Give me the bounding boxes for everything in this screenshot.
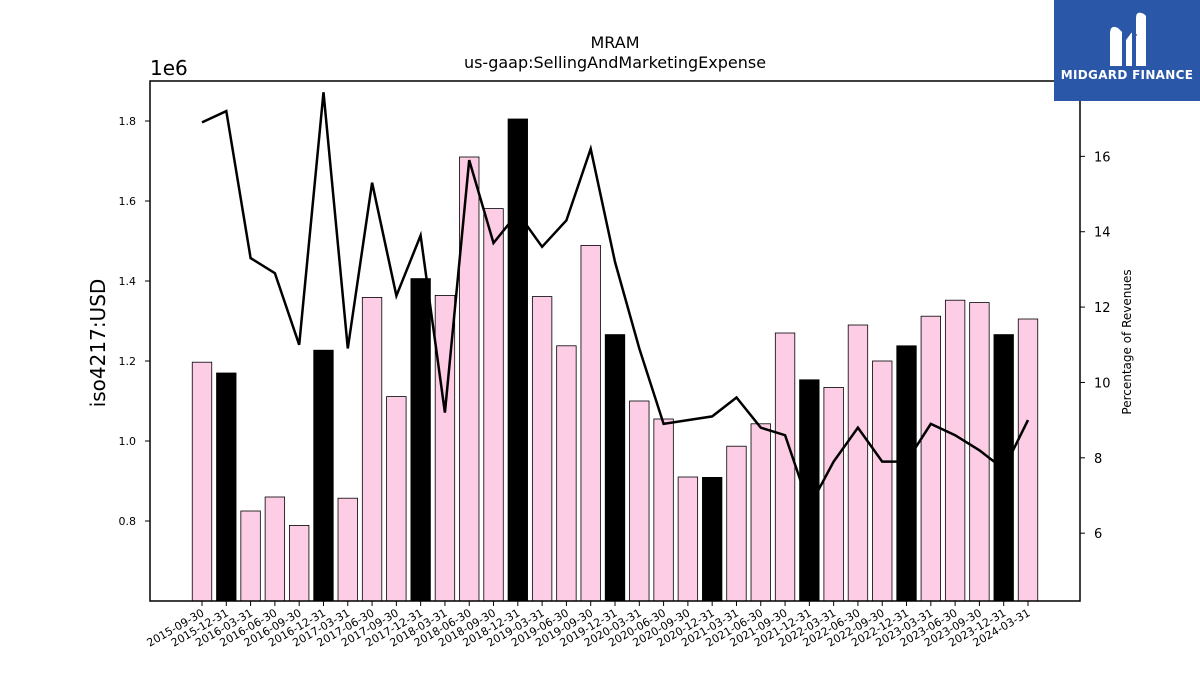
y-tick-label: 1.4 [119, 275, 137, 288]
bar [604, 334, 626, 602]
bar [1017, 318, 1039, 602]
bar [264, 496, 286, 602]
chart-subtitle: us-gaap:SellingAndMarketingExpense [464, 53, 766, 72]
bar [774, 332, 796, 602]
percentage-line [201, 92, 1030, 510]
bar [629, 400, 650, 602]
bar [483, 208, 504, 602]
y-axis-ticks: 0.8 1.0 1.2 1.4 1.6 1.8 [119, 115, 150, 528]
bar [726, 445, 747, 602]
y2-tick-label: 10 [1094, 376, 1111, 391]
y-axis-label: iso4217:USD [86, 279, 110, 408]
bar [386, 396, 407, 602]
bar [507, 118, 528, 602]
chart-title: MRAM [590, 33, 639, 52]
y2-tick-label: 12 [1094, 301, 1111, 316]
bar [702, 476, 723, 602]
y2-tick-label: 8 [1094, 452, 1102, 467]
y2-axis-ticks: 6 8 10 12 14 16 [1080, 150, 1111, 542]
bar [750, 423, 771, 602]
bar [289, 525, 310, 602]
logo-mark-icon [1110, 12, 1146, 67]
y2-tick-label: 16 [1094, 150, 1111, 165]
bar [410, 278, 431, 602]
bar [872, 360, 893, 602]
bar [896, 345, 917, 602]
bar [216, 372, 237, 602]
bar [313, 349, 334, 602]
bar [823, 386, 844, 602]
y-tick-label: 0.8 [119, 515, 137, 528]
y2-tick-label: 6 [1094, 527, 1102, 542]
y-tick-label: 1.6 [119, 195, 137, 208]
y-axis-offset-label: 1e6 [150, 56, 188, 80]
bar [361, 296, 383, 602]
bar [580, 244, 601, 602]
bar-series [191, 118, 1039, 602]
line-series [201, 92, 1030, 510]
bar [677, 476, 699, 602]
brand-logo: MIDGARD FINANCE [1054, 0, 1200, 101]
bar [556, 345, 577, 602]
bar [531, 296, 553, 602]
bar [920, 315, 941, 602]
logo-text: MIDGARD FINANCE [1060, 68, 1194, 82]
bar [240, 510, 261, 602]
bar [191, 361, 213, 602]
y-tick-label: 1.0 [119, 435, 137, 448]
y2-axis-label: Percentage of Revenues [1120, 269, 1134, 414]
x-axis-ticks: 2015-09-302015-12-312016-03-312016-06-30… [145, 601, 1033, 650]
bar [337, 497, 358, 602]
y2-tick-label: 14 [1094, 226, 1111, 241]
y-tick-label: 1.8 [119, 115, 137, 128]
bar [944, 299, 966, 602]
bar [847, 324, 869, 602]
y-tick-label: 1.2 [119, 355, 137, 368]
bar [653, 418, 674, 602]
